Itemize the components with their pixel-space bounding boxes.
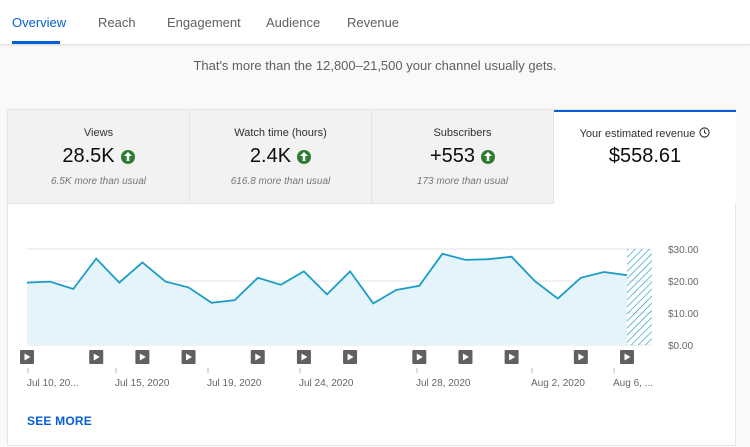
x-tick-label: Aug 6, ... (613, 378, 653, 389)
arrow-up-icon (297, 149, 312, 164)
x-tick-label: Jul 24, 2020 (299, 378, 354, 389)
video-play-icon[interactable] (296, 350, 311, 364)
revenue-chart: $0.00 $10.00 $20.00 $30.00 Jul 10, 20... Jul… (20, 245, 699, 389)
y-tick-label: $0.00 (668, 341, 693, 352)
video-play-icon[interactable] (573, 350, 588, 364)
metric-title: Views (83, 127, 114, 139)
metric-title: Watch time (hours) (234, 127, 327, 139)
chart-line (26, 252, 628, 305)
metric-comparison: 616.8 more than usual (230, 176, 331, 187)
tab-reach[interactable]: Reach (98, 15, 136, 30)
x-tick-label: Jul 28, 2020 (416, 378, 471, 389)
metric-value: +553 (429, 145, 476, 167)
y-tick-label: $30.00 (668, 245, 699, 256)
metric-comparison: 6.5K more than usual (50, 176, 147, 187)
tab-bar: Overview Reach Engagement Audience Reven… (0, 0, 750, 45)
metric-value: 2.4K (249, 145, 292, 167)
x-tick-label: Jul 19, 2020 (207, 378, 262, 389)
see-more-link[interactable]: SEE MORE (27, 414, 92, 428)
video-play-icon[interactable] (412, 350, 427, 364)
metric-value: $558.61 (608, 145, 682, 167)
metric-comparison: 173 more than usual (416, 176, 509, 187)
metric-watch-time[interactable]: Watch time (hours) 2.4K 616.8 more than … (190, 110, 372, 204)
metric-views[interactable]: Views 28.5K 6.5K more than usual (8, 110, 190, 204)
x-tick-label: Jul 10, 20... (27, 378, 79, 389)
x-tick-label: Jul 15, 2020 (115, 378, 170, 389)
active-tab-indicator (12, 41, 60, 44)
video-play-icon[interactable] (504, 350, 519, 364)
metric-subscribers[interactable]: Subscribers +553 173 more than usual (372, 110, 554, 204)
y-tick-label: $20.00 (668, 277, 699, 288)
tab-audience[interactable]: Audience (266, 15, 321, 30)
y-tick-label: $10.00 (668, 309, 699, 320)
video-play-icon[interactable] (20, 350, 34, 364)
metric-title: Your estimated revenue (579, 128, 696, 140)
tab-engagement[interactable]: Engagement (167, 15, 241, 30)
metric-estimated-revenue[interactable]: Your estimated revenue $558.61 (554, 110, 736, 204)
metric-title: Subscribers (433, 127, 492, 139)
tab-revenue[interactable]: Revenue (347, 15, 400, 30)
video-play-icon[interactable] (135, 350, 150, 364)
video-play-icon[interactable] (89, 350, 104, 364)
x-tick-label: Aug 2, 2020 (531, 378, 585, 389)
arrow-up-icon (120, 149, 135, 164)
video-play-icon[interactable] (250, 350, 265, 364)
chart-area (27, 253, 627, 345)
partial-day-hatch (627, 249, 652, 345)
arrow-up-icon (481, 149, 496, 164)
video-play-icon[interactable] (343, 350, 358, 364)
video-play-icon[interactable] (181, 350, 196, 364)
summary-text: That's more than the 12,800–21,500 your … (193, 58, 557, 73)
video-play-icon[interactable] (458, 350, 473, 364)
metric-value: 28.5K (62, 145, 115, 167)
clock-icon (699, 127, 711, 138)
tab-overview[interactable]: Overview (12, 15, 67, 30)
video-play-icon[interactable] (620, 350, 634, 364)
